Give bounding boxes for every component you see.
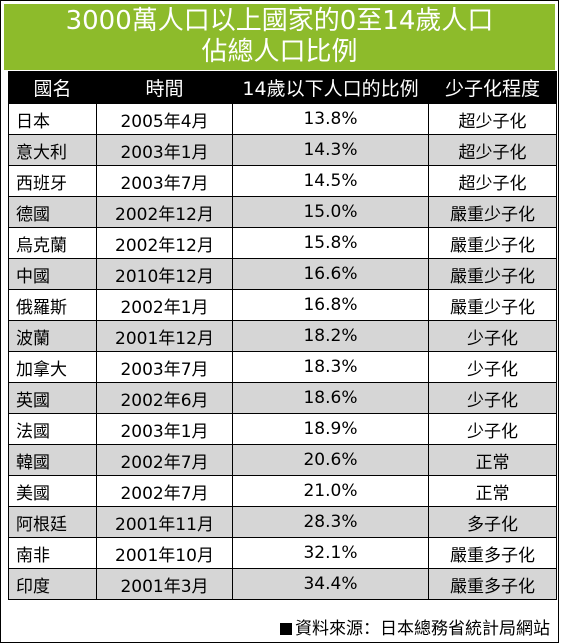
- table-header-row: 國名 時間 14歲以下人口的比例 少子化程度: [8, 71, 557, 104]
- header-country: 國名: [8, 71, 97, 104]
- table-row: 波蘭 2001年12月 18.2% 少子化: [8, 320, 557, 352]
- country-cell: 加拿大: [8, 351, 97, 383]
- title-line-1: 3000萬人口以上國家的0至14歲人口: [65, 6, 494, 36]
- country-cell: 波蘭: [8, 320, 97, 352]
- table-row: 英國 2002年6月 18.6% 少子化: [8, 382, 557, 414]
- time-cell: 2002年12月: [96, 227, 233, 259]
- country-cell: 印度: [8, 568, 97, 600]
- table-row: 加拿大 2003年7月 18.3% 少子化: [8, 351, 557, 383]
- ratio-cell: 15.8%: [232, 227, 429, 259]
- time-cell: 2002年12月: [96, 196, 233, 228]
- ratio-cell: 18.3%: [232, 351, 429, 383]
- country-cell: 阿根廷: [8, 506, 97, 538]
- table-row: 俄羅斯 2002年1月 16.8% 嚴重少子化: [8, 289, 557, 321]
- population-table: 國名 時間 14歲以下人口的比例 少子化程度 日本 2005年4月 13.8% 超少子…: [8, 71, 557, 600]
- country-cell: 德國: [8, 196, 97, 228]
- country-cell: 英國: [8, 382, 97, 414]
- ratio-cell: 18.9%: [232, 413, 429, 445]
- ratio-cell: 13.8%: [232, 103, 429, 135]
- degree-cell: 嚴重多子化: [428, 568, 557, 600]
- time-cell: 2003年7月: [96, 351, 233, 383]
- table-row: 阿根廷 2001年11月 28.3% 多子化: [8, 506, 557, 538]
- time-cell: 2003年1月: [96, 413, 233, 445]
- ratio-cell: 14.5%: [232, 165, 429, 197]
- table-row: 日本 2005年4月 13.8% 超少子化: [8, 103, 557, 135]
- table-row: 法國 2003年1月 18.9% 少子化: [8, 413, 557, 445]
- ratio-cell: 21.0%: [232, 475, 429, 507]
- ratio-cell: 18.2%: [232, 320, 429, 352]
- table-row: 中國 2010年12月 16.6% 嚴重少子化: [8, 258, 557, 290]
- table-row: 南非 2001年10月 32.1% 嚴重多子化: [8, 537, 557, 569]
- title-banner: 3000萬人口以上國家的0至14歲人口 佔總人口比例: [4, 4, 555, 70]
- ratio-cell: 18.6%: [232, 382, 429, 414]
- time-cell: 2010年12月: [96, 258, 233, 290]
- time-cell: 2002年6月: [96, 382, 233, 414]
- time-cell: 2002年7月: [96, 475, 233, 507]
- ratio-cell: 16.8%: [232, 289, 429, 321]
- degree-cell: 正常: [428, 444, 557, 476]
- country-cell: 烏克蘭: [8, 227, 97, 259]
- degree-cell: 超少子化: [428, 134, 557, 166]
- degree-cell: 少子化: [428, 351, 557, 383]
- time-cell: 2001年3月: [96, 568, 233, 600]
- country-cell: 日本: [8, 103, 97, 135]
- ratio-cell: 16.6%: [232, 258, 429, 290]
- degree-cell: 少子化: [428, 320, 557, 352]
- country-cell: 中國: [8, 258, 97, 290]
- header-time: 時間: [96, 71, 233, 104]
- degree-cell: 嚴重少子化: [428, 258, 557, 290]
- time-cell: 2003年7月: [96, 165, 233, 197]
- ratio-cell: 34.4%: [232, 568, 429, 600]
- source-note: 資料來源：日本總務省統計局網站: [280, 614, 550, 639]
- country-cell: 韓國: [8, 444, 97, 476]
- table-row: 美國 2002年7月 21.0% 正常: [8, 475, 557, 507]
- time-cell: 2005年4月: [96, 103, 233, 135]
- country-cell: 俄羅斯: [8, 289, 97, 321]
- source-text: 資料來源：日本總務省統計局網站: [295, 619, 550, 639]
- time-cell: 2001年12月: [96, 320, 233, 352]
- table-row: 烏克蘭 2002年12月 15.8% 嚴重少子化: [8, 227, 557, 259]
- degree-cell: 嚴重少子化: [428, 227, 557, 259]
- degree-cell: 嚴重多子化: [428, 537, 557, 569]
- degree-cell: 多子化: [428, 506, 557, 538]
- degree-cell: 超少子化: [428, 165, 557, 197]
- time-cell: 2001年11月: [96, 506, 233, 538]
- ratio-cell: 15.0%: [232, 196, 429, 228]
- country-cell: 美國: [8, 475, 97, 507]
- table-body: 日本 2005年4月 13.8% 超少子化 意大利 2003年1月 14.3% 超少子化 西班牙…: [8, 103, 557, 600]
- table-row: 西班牙 2003年7月 14.5% 超少子化: [8, 165, 557, 197]
- table-row: 印度 2001年3月 34.4% 嚴重多子化: [8, 568, 557, 600]
- country-cell: 南非: [8, 537, 97, 569]
- table-row: 韓國 2002年7月 20.6% 正常: [8, 444, 557, 476]
- degree-cell: 少子化: [428, 382, 557, 414]
- time-cell: 2003年1月: [96, 134, 233, 166]
- ratio-cell: 14.3%: [232, 134, 429, 166]
- time-cell: 2001年10月: [96, 537, 233, 569]
- degree-cell: 超少子化: [428, 103, 557, 135]
- country-cell: 西班牙: [8, 165, 97, 197]
- degree-cell: 少子化: [428, 413, 557, 445]
- table-row: 德國 2002年12月 15.0% 嚴重少子化: [8, 196, 557, 228]
- header-degree: 少子化程度: [428, 71, 557, 104]
- country-cell: 法國: [8, 413, 97, 445]
- time-cell: 2002年1月: [96, 289, 233, 321]
- time-cell: 2002年7月: [96, 444, 233, 476]
- table-row: 意大利 2003年1月 14.3% 超少子化: [8, 134, 557, 166]
- degree-cell: 正常: [428, 475, 557, 507]
- degree-cell: 嚴重少子化: [428, 289, 557, 321]
- ratio-cell: 20.6%: [232, 444, 429, 476]
- ratio-cell: 28.3%: [232, 506, 429, 538]
- ratio-cell: 32.1%: [232, 537, 429, 569]
- square-bullet-icon: [280, 623, 292, 635]
- country-cell: 意大利: [8, 134, 97, 166]
- header-ratio: 14歲以下人口的比例: [232, 71, 429, 104]
- title-line-2: 佔總人口比例: [201, 37, 358, 67]
- degree-cell: 嚴重少子化: [428, 196, 557, 228]
